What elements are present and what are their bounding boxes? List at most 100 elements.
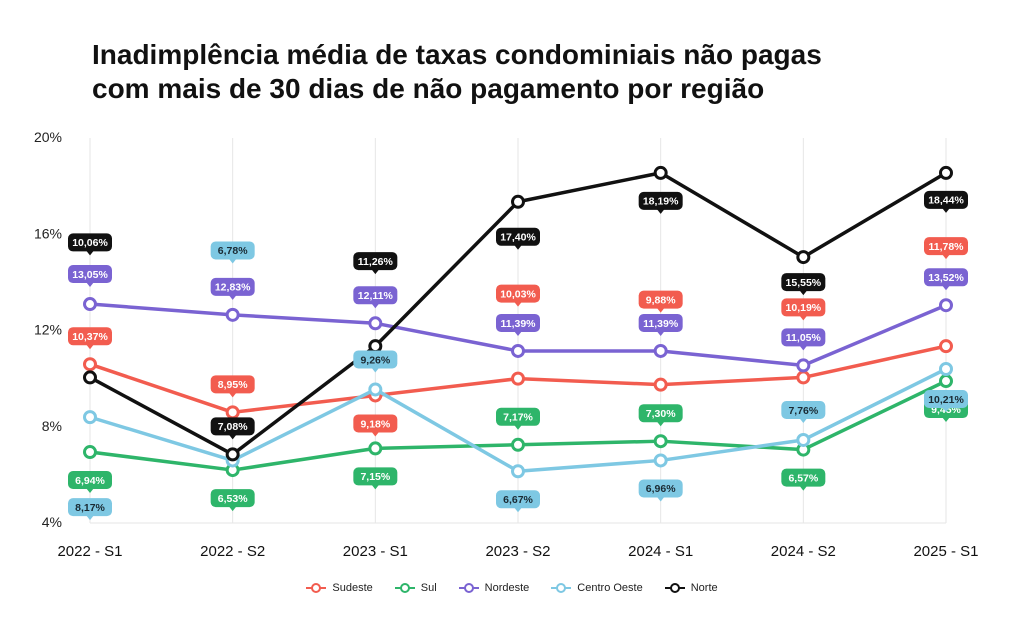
y-tick-label: 12%: [34, 322, 62, 338]
x-tick-label: 2023 - S1: [343, 543, 408, 560]
data-label-text: 6,78%: [218, 245, 248, 257]
data-label-pointer: [371, 431, 380, 437]
data-point: [511, 371, 525, 386]
legend-swatch-dot: [399, 583, 410, 593]
data-point: [83, 410, 97, 425]
data-label: 8,17%: [68, 498, 112, 521]
data-label-text: 18,19%: [643, 196, 679, 208]
data-label-bg: [353, 467, 398, 486]
data-label-bg: [68, 265, 112, 284]
data-label: 12,83%: [210, 277, 255, 300]
data-point: [225, 307, 240, 322]
data-label-bg: [924, 190, 968, 209]
x-tick-label: 2024 - S2: [771, 543, 836, 560]
legend-item-sudeste: Sudeste: [306, 582, 373, 594]
data-label-text: 7,76%: [788, 405, 818, 417]
data-label-pointer: [799, 315, 808, 321]
data-label: 9,88%: [638, 290, 683, 313]
data-label-bg: [353, 286, 398, 305]
data-label-bg: [353, 252, 398, 271]
legend-label: Centro Oeste: [577, 582, 643, 594]
data-label-pointer: [799, 345, 808, 351]
data-label: 7,17%: [496, 407, 540, 430]
data-label-bg: [353, 350, 398, 369]
data-label-bg: [638, 191, 683, 210]
data-label-text: 10,37%: [72, 331, 108, 343]
data-label-text: 13,52%: [928, 272, 964, 284]
data-point: [511, 194, 525, 209]
data-label-text: 15,55%: [786, 277, 822, 289]
data-label: 13,05%: [68, 265, 112, 288]
legend-label: Sudeste: [332, 582, 373, 594]
data-label: 18,44%: [924, 190, 968, 213]
legend-item-centro-oeste: Centro Oeste: [551, 582, 643, 594]
data-label-bg: [68, 233, 112, 252]
data-label-pointer: [228, 258, 237, 264]
data-label: 6,67%: [496, 490, 540, 513]
data-label-text: 11,26%: [358, 256, 394, 268]
data-label-text: 9,18%: [360, 418, 390, 430]
legend-swatch: [306, 583, 327, 593]
data-point: [368, 316, 383, 331]
data-label: 10,03%: [496, 284, 540, 307]
data-label: 7,30%: [638, 404, 683, 427]
data-point: [653, 377, 668, 392]
data-point: [368, 441, 383, 456]
data-label-bg: [924, 390, 968, 408]
x-tick-label: 2022 - S1: [57, 543, 122, 560]
data-label-pointer: [371, 269, 380, 275]
y-tick-label: 20%: [34, 129, 62, 145]
x-tick-label: 2024 - S1: [628, 543, 693, 560]
data-label-text: 6,53%: [218, 493, 248, 505]
chart-title: Inadimplência média de taxas condominiai…: [92, 38, 912, 106]
legend-swatch-dot: [556, 583, 567, 593]
data-label-text: 11,78%: [928, 241, 964, 253]
data-point: [83, 370, 97, 385]
data-label: 17,40%: [496, 227, 540, 250]
data-label-text: 12,11%: [358, 290, 394, 302]
data-point: [225, 447, 240, 462]
data-point: [83, 357, 97, 372]
data-point: [511, 464, 525, 479]
data-label-bg: [496, 284, 540, 303]
data-point: [653, 453, 668, 468]
data-label: 6,96%: [638, 479, 683, 502]
data-label: 11,39%: [638, 313, 683, 336]
data-point: [796, 432, 811, 447]
data-label-pointer: [86, 282, 94, 288]
data-label-bg: [210, 241, 255, 260]
data-point: [796, 358, 811, 373]
data-label-pointer: [371, 303, 380, 309]
data-label-pointer: [656, 307, 665, 313]
data-label-bg: [68, 327, 112, 346]
y-tick-label: 8%: [42, 418, 62, 434]
data-label: 10,37%: [68, 327, 112, 350]
data-label: 11,26%: [353, 252, 398, 275]
data-label-pointer: [799, 290, 808, 296]
data-label-pointer: [514, 507, 522, 513]
data-label: 7,76%: [781, 400, 826, 423]
x-tick-label: 2025 - S1: [913, 543, 978, 560]
data-label: 8,95%: [210, 375, 255, 398]
data-label-bg: [353, 414, 398, 433]
data-point: [368, 382, 383, 397]
data-point: [225, 405, 240, 420]
data-label-text: 8,95%: [218, 379, 248, 391]
data-label-bg: [68, 471, 112, 490]
data-point: [368, 339, 383, 354]
x-tick-label: 2023 - S2: [485, 543, 550, 560]
data-label-bg: [781, 298, 826, 317]
data-label-pointer: [86, 344, 94, 350]
x-tick-label: 2022 - S2: [200, 543, 265, 560]
y-tick-label: 16%: [34, 225, 62, 241]
data-label-pointer: [514, 244, 522, 250]
data-labels: 10,37% 8,95% 9,18% 10,03% 9,88% 10,19% 11,78% 6…: [68, 190, 968, 521]
data-label: 10,21%: [924, 390, 968, 412]
data-point: [796, 370, 811, 385]
data-label-bg: [924, 237, 968, 256]
data-point: [939, 298, 953, 313]
data-label-bg: [210, 489, 255, 508]
data-label: 6,78%: [210, 241, 255, 264]
data-label-text: 10,03%: [500, 288, 536, 300]
